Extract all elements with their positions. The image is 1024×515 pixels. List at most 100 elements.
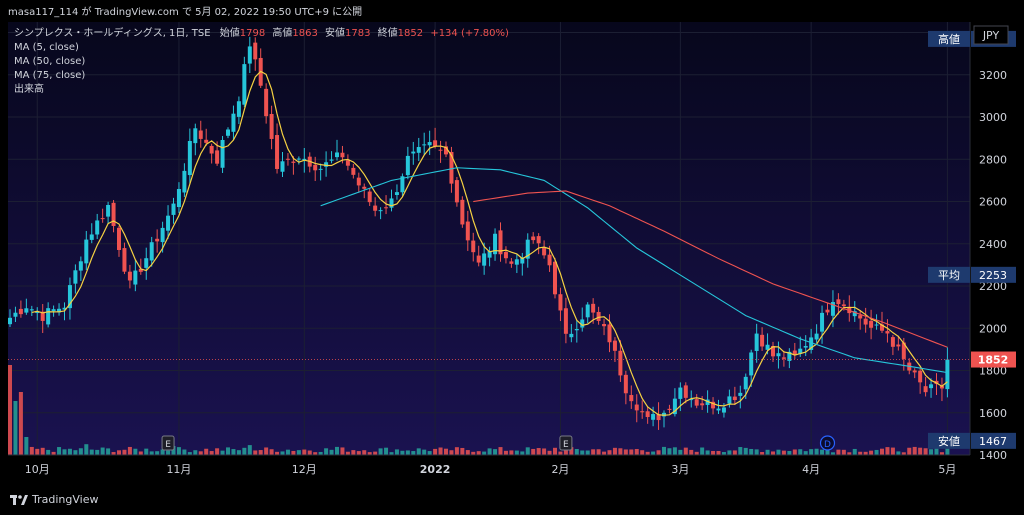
volume-bar xyxy=(416,448,421,455)
volume-bar xyxy=(318,451,323,455)
candle-body xyxy=(672,398,677,415)
candle-body xyxy=(476,255,481,263)
indicator-volume[interactable]: 出来高 xyxy=(14,84,44,95)
volume-bar xyxy=(269,449,274,455)
candle-body xyxy=(841,304,846,307)
volume-bar xyxy=(285,449,290,455)
volume-bar xyxy=(127,446,132,455)
legend-ohlc-row: シンプレクス・ホールディングス, 1日, TSE 始値1798 高値1863 安… xyxy=(14,27,509,41)
last-price-tag xyxy=(971,351,1016,368)
volume-bar xyxy=(400,450,405,455)
candle-body xyxy=(574,329,579,331)
candle-body xyxy=(449,151,454,184)
symbol-name[interactable]: シンプレクス・ホールディングス, 1日, TSE xyxy=(14,28,211,39)
earnings-marker[interactable] xyxy=(559,435,573,451)
volume-bar xyxy=(117,450,121,455)
candle-body xyxy=(335,152,339,158)
y-tick-label: 3200 xyxy=(979,69,1007,82)
indicator-ma5[interactable]: MA (5, close) xyxy=(14,42,79,53)
candle-body xyxy=(67,285,72,309)
volume-bar xyxy=(209,451,214,455)
candle-body xyxy=(547,254,552,266)
candle-body xyxy=(318,168,323,170)
volume-bar xyxy=(95,449,100,455)
volume-bar xyxy=(760,452,765,455)
volume-bar xyxy=(258,450,263,455)
currency-box[interactable] xyxy=(973,25,1009,45)
volume-bar xyxy=(553,447,557,455)
x-tick-label: 10月 xyxy=(25,463,50,476)
candle-body xyxy=(531,236,536,241)
chart-area[interactable]: EED 340032003000280026002400220020001800… xyxy=(8,22,1016,484)
volume-bar xyxy=(683,447,688,455)
candle-body xyxy=(912,370,917,373)
candle-body xyxy=(427,142,432,146)
candle-body xyxy=(313,164,318,171)
volume-bar xyxy=(542,448,547,455)
volume-bar xyxy=(803,451,808,455)
candle-body xyxy=(618,350,623,376)
candle-body xyxy=(111,202,116,226)
volume-bar xyxy=(798,449,803,455)
candlestick-chart[interactable]: EED 340032003000280026002400220020001800… xyxy=(8,22,1016,484)
volume-bar xyxy=(869,450,874,455)
candle-body xyxy=(444,146,448,155)
volume-bar xyxy=(852,448,857,455)
volume-bar xyxy=(182,449,187,455)
candle-body xyxy=(220,139,225,168)
volume-bar xyxy=(149,451,154,455)
volume-bar xyxy=(531,448,536,455)
candle-body xyxy=(117,227,121,250)
candle-body xyxy=(89,234,94,240)
volume-bar xyxy=(498,447,503,455)
candle-body xyxy=(204,139,209,143)
volume-bar xyxy=(901,452,906,455)
volume-bar xyxy=(405,450,410,455)
volume-bar xyxy=(73,450,78,455)
tradingview-logo[interactable]: TradingView xyxy=(10,493,98,506)
candle-body xyxy=(662,412,666,417)
indicator-ma50[interactable]: MA (50, close) xyxy=(14,56,86,67)
candle-body xyxy=(51,309,56,312)
candle-body xyxy=(896,344,901,347)
candle-body xyxy=(40,311,45,321)
candle-body xyxy=(498,230,503,255)
y-tick-label: 2400 xyxy=(979,238,1007,251)
candle-body xyxy=(678,387,683,399)
volume-bar xyxy=(454,447,459,455)
indicator-ma75[interactable]: MA (75, close) xyxy=(14,70,86,81)
volume-bar xyxy=(460,447,465,455)
volume-bar xyxy=(645,451,650,455)
low-value: 1783 xyxy=(345,28,371,39)
volume-bar xyxy=(885,447,890,455)
volume-bar xyxy=(438,447,443,455)
volume-bar xyxy=(825,449,830,455)
volume-bar xyxy=(57,447,62,455)
candle-body xyxy=(198,130,203,139)
candle-body xyxy=(645,411,650,418)
volume-bar xyxy=(160,449,165,455)
candle-body xyxy=(634,404,639,411)
candle-body xyxy=(738,392,743,396)
ma5-line xyxy=(31,70,948,416)
candle-body xyxy=(885,331,890,334)
close-label: 終値 xyxy=(377,28,398,39)
candle-body xyxy=(405,155,410,176)
candle-body xyxy=(253,42,258,60)
y-tick-label: 1400 xyxy=(979,449,1007,462)
volume-bar xyxy=(689,449,694,455)
candle-body xyxy=(8,317,12,325)
candle-body xyxy=(182,170,187,193)
volume-bar xyxy=(781,450,786,455)
dividend-marker[interactable] xyxy=(819,435,836,451)
volume-bar xyxy=(923,448,928,455)
candle-body xyxy=(754,333,759,351)
volume-bar xyxy=(771,451,775,455)
stat-value: 1467 xyxy=(979,435,1007,448)
candle-body xyxy=(711,401,716,409)
volume-bar xyxy=(738,447,743,455)
volume-bar xyxy=(465,450,470,455)
earnings-marker[interactable] xyxy=(161,435,175,451)
volume-bar xyxy=(580,450,585,455)
candle-body xyxy=(852,311,857,317)
